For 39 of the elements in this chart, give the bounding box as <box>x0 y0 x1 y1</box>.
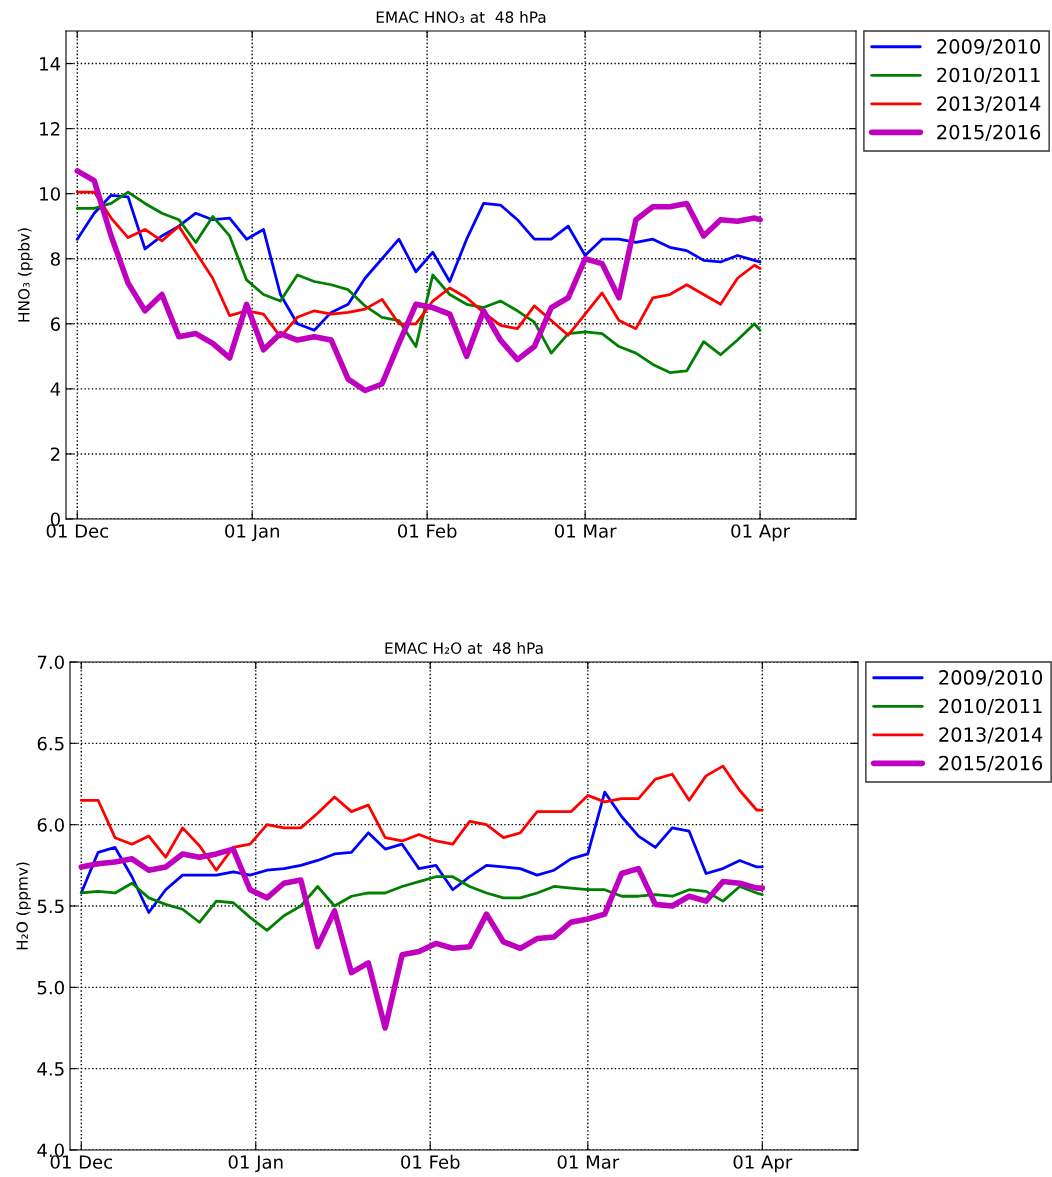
legend-label: 2013/2014 <box>937 96 1041 113</box>
legend-label: 2009/2010 <box>937 39 1041 56</box>
y-tick-label: 10 <box>40 187 60 201</box>
y-axis-title: H₂O (ppmv) <box>16 862 31 950</box>
x-tick-label: 01 Mar <box>554 524 617 538</box>
line-series <box>79 875 764 932</box>
y-tick-label: 12 <box>40 122 60 136</box>
chart-title: EMAC H₂O at 48 hPa <box>385 642 543 654</box>
x-tick-label: 01 Jan <box>225 524 279 542</box>
y-tick-label: 6 <box>50 317 60 331</box>
y-tick-label: 7.0 <box>37 655 64 670</box>
line-series <box>75 190 762 374</box>
y-axis-title: HNO₃ (ppbv) <box>17 228 33 322</box>
line-series <box>79 764 764 872</box>
x-tick-label: 01 Jan <box>228 1155 283 1173</box>
chart-title: EMAC HNO₃ at 48 hPa <box>376 11 546 23</box>
line-series <box>79 790 764 914</box>
x-tick-label: 01 Feb <box>401 1154 460 1169</box>
legend-label: 2015/2016 <box>937 124 1041 141</box>
x-tick-label: 01 Apr <box>731 524 791 542</box>
y-tick-label: 8 <box>50 252 60 266</box>
y-tick-label: 6.5 <box>37 736 64 751</box>
y-tick-label: 5.5 <box>37 899 64 914</box>
y-tick-label: 6.0 <box>37 818 64 832</box>
y-tick-label: 2 <box>50 447 60 461</box>
y-tick-label: 4.5 <box>37 1062 64 1076</box>
x-tick-label: 01 Dec <box>50 1155 112 1169</box>
legend-label: 2015/2016 <box>939 755 1043 772</box>
x-tick-label: 01 Mar <box>557 1155 620 1169</box>
legend-label: 2010/2011 <box>937 67 1040 84</box>
y-tick-label: 4.0 <box>37 1143 64 1158</box>
x-tick-label: 01 Apr <box>733 1155 793 1173</box>
legend-label: 2010/2011 <box>939 698 1042 715</box>
y-tick-label: 5.0 <box>37 980 64 995</box>
y-tick-label: 4 <box>50 382 61 396</box>
legend-label: 2013/2014 <box>939 727 1043 744</box>
y-tick-label: 14 <box>40 57 61 71</box>
legend-label: 2009/2010 <box>939 670 1043 687</box>
x-tick-label: 01 Feb <box>397 523 457 538</box>
